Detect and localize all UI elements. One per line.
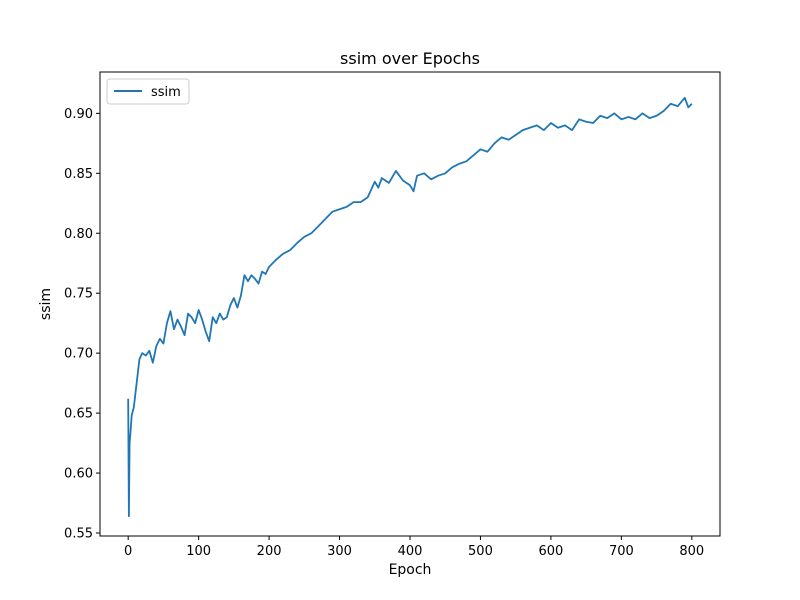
x-tick-label: 800 (679, 544, 704, 559)
y-tick-label: 0.70 (64, 347, 93, 362)
x-axis-ticks: 0 100 200 300 400 500 600 700 800 (124, 536, 704, 559)
legend-box (106, 78, 190, 105)
legend: ssim (106, 78, 190, 105)
chart-title: ssim over Epochs (340, 49, 480, 68)
x-tick-label: 700 (609, 544, 634, 559)
x-tick-label: 400 (398, 544, 423, 559)
x-tick-label: 600 (538, 544, 563, 559)
x-axis-label: Epoch (389, 562, 432, 578)
x-tick-label: 100 (186, 544, 211, 559)
x-tick-label: 0 (124, 544, 132, 559)
y-tick-label: 0.85 (64, 167, 93, 182)
x-tick-label: 500 (468, 544, 493, 559)
legend-label: ssim (151, 85, 181, 100)
series-layer (127, 96, 693, 518)
y-axis-label: ssim (38, 288, 54, 320)
y-tick-label: 0.60 (64, 467, 93, 482)
y-tick-label: 0.80 (64, 227, 93, 242)
y-tick-label: 0.55 (64, 527, 93, 542)
y-axis-ticks: 0.55 0.60 0.65 0.70 0.75 0.80 0.85 0.90 (64, 107, 100, 542)
y-tick-label: 0.90 (64, 107, 93, 122)
y-tick-label: 0.65 (64, 407, 93, 422)
series-line-ssim (127, 96, 693, 518)
x-tick-label: 300 (327, 544, 352, 559)
x-tick-label: 200 (257, 544, 282, 559)
y-tick-label: 0.75 (64, 287, 93, 302)
